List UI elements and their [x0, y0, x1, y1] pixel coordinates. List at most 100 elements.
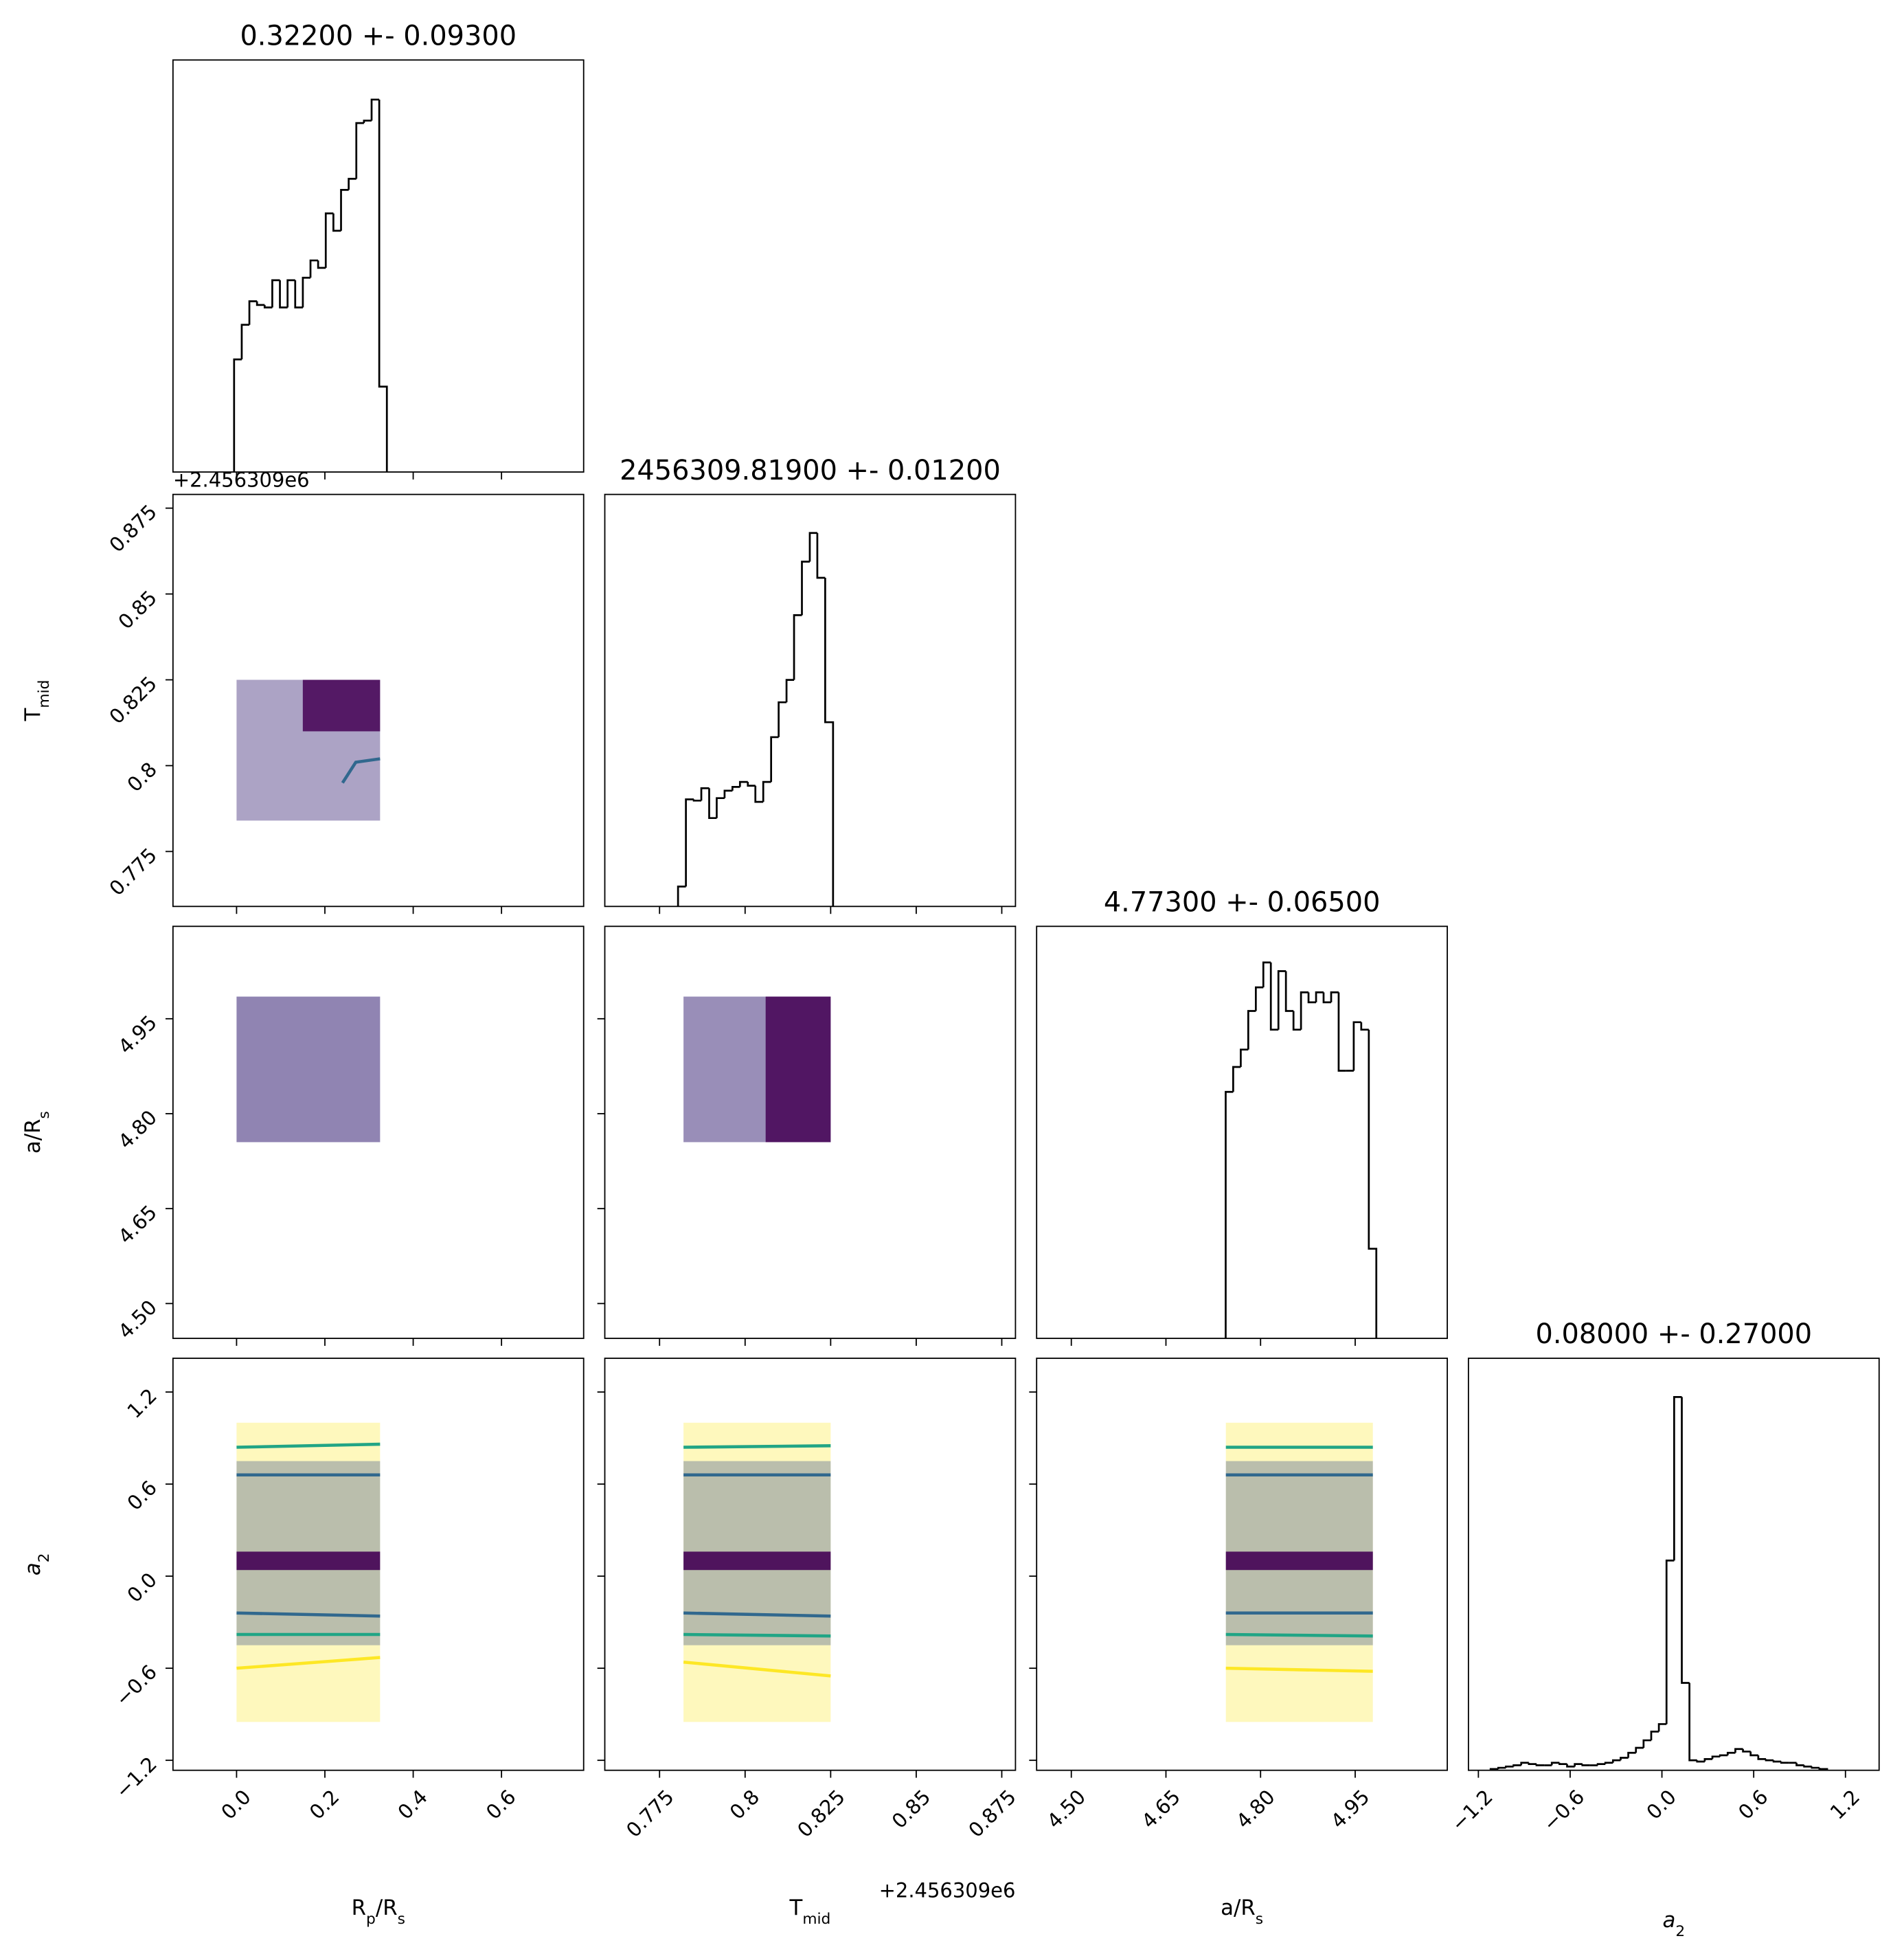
- histogram-bin: [263, 304, 273, 308]
- axis-label-part: s: [398, 1910, 405, 1927]
- contour-line: [341, 757, 381, 784]
- axis-label: Tmid: [21, 680, 53, 722]
- axis-label-part: 2: [1675, 1922, 1685, 1940]
- histogram-bin: [363, 120, 372, 124]
- histogram-bin: [271, 279, 280, 308]
- axis-label-part: T: [21, 708, 45, 721]
- histogram-bin: [1734, 1748, 1743, 1753]
- panel-frame: [604, 1358, 1017, 1771]
- axis-label: a2: [1662, 1908, 1685, 1940]
- axis-label-part: a: [21, 1562, 45, 1575]
- histogram-bin: [1742, 1749, 1751, 1753]
- axis-label: Rp/Rs: [352, 1896, 405, 1928]
- contour-line: [236, 1442, 381, 1449]
- histogram-bin: [723, 789, 733, 798]
- histogram-bin: [302, 276, 311, 308]
- histogram-bin: [256, 301, 265, 306]
- histogram-bin: [1772, 1760, 1782, 1763]
- histogram-bin: [1535, 1764, 1545, 1766]
- panel-frame: [172, 1358, 585, 1771]
- histogram-bin: [1360, 1022, 1369, 1031]
- axis-label: a/Rs: [1221, 1896, 1263, 1928]
- histogram-bin: [1307, 992, 1317, 1004]
- histogram-bin: [1620, 1757, 1629, 1761]
- histogram-bin: [1232, 1066, 1241, 1092]
- histogram-bin: [1757, 1755, 1766, 1760]
- histogram-bin: [1292, 1011, 1302, 1031]
- axis-label-part: T: [789, 1896, 803, 1920]
- histogram-bin: [1247, 1010, 1256, 1050]
- axis-label-part: mid: [35, 680, 52, 708]
- contour-line: [683, 1660, 831, 1678]
- contour-line: [1225, 1632, 1373, 1638]
- histogram-bin: [1512, 1764, 1521, 1767]
- histogram-bin: [1681, 1397, 1690, 1684]
- panel-frame: [1036, 925, 1448, 1339]
- point-cloud: [236, 1551, 381, 1571]
- scatter-panel: [236, 1422, 381, 1722]
- histogram-bin: [1315, 991, 1324, 1002]
- scatter-panel: [1225, 1422, 1373, 1722]
- histogram-bin: [1726, 1751, 1736, 1755]
- point-cloud: [236, 996, 381, 1143]
- axis-label-part: a/R: [21, 1118, 45, 1154]
- panel-frame: [1467, 1358, 1880, 1771]
- histogram-bin: [1284, 971, 1294, 1012]
- histogram-bin: [1711, 1755, 1721, 1760]
- histogram-bin: [1765, 1759, 1774, 1762]
- contour-line: [683, 1632, 831, 1638]
- histogram-bin: [770, 736, 779, 783]
- panel-frame: [604, 493, 1017, 908]
- axis-label: Tmid: [789, 1896, 831, 1928]
- histogram-bin: [348, 177, 356, 190]
- histogram-bin: [1811, 1766, 1820, 1769]
- histogram-bin: [1703, 1757, 1713, 1762]
- scatter-panel: [683, 996, 831, 1143]
- panel-frame: [1036, 1358, 1448, 1771]
- panel-frame: [172, 925, 585, 1339]
- histogram-bin: [716, 797, 725, 818]
- histogram-bin: [1596, 1763, 1606, 1766]
- scatter-panel: [683, 1422, 831, 1722]
- axis-label-part: a: [1662, 1908, 1675, 1933]
- scatter-panel: [236, 996, 381, 1143]
- histogram-bin: [1262, 961, 1271, 988]
- histogram-bin: [317, 260, 326, 269]
- histogram-bin: [1719, 1754, 1728, 1757]
- histogram-bin: [816, 532, 826, 579]
- axis-label-part: mid: [802, 1910, 830, 1927]
- histogram-bin: [1673, 1395, 1682, 1561]
- scatter-panel: [236, 679, 381, 821]
- histogram-bin: [1352, 1021, 1361, 1071]
- axis-label: a2: [21, 1553, 53, 1575]
- histogram-bin: [1300, 991, 1309, 1030]
- panel-frame: [172, 59, 585, 473]
- point-cloud: [765, 996, 831, 1143]
- histogram-bin: [1330, 991, 1339, 1002]
- axis-label-part: 2: [35, 1553, 52, 1562]
- panel-title: 2456309.81900 +- 0.01200: [620, 455, 1001, 486]
- histogram-bin: [1795, 1762, 1804, 1766]
- histogram-bin: [378, 99, 388, 473]
- histogram-bin: [1627, 1751, 1636, 1758]
- histogram-bin: [1803, 1765, 1812, 1768]
- histogram-bin: [1657, 1723, 1667, 1732]
- panel-title: 0.08000 +- 0.27000: [1536, 1318, 1813, 1350]
- histogram-bin: [1550, 1762, 1560, 1766]
- histogram-bin: [1688, 1683, 1697, 1762]
- histogram-bin: [1650, 1731, 1659, 1741]
- contour-line: [236, 1656, 381, 1670]
- histogram-bin: [1581, 1764, 1590, 1766]
- histogram-bin: [793, 614, 802, 680]
- histogram-bin: [1240, 1048, 1249, 1068]
- histogram-bin: [1337, 992, 1346, 1072]
- axis-label-part: a/R: [1221, 1896, 1256, 1920]
- axis-label-part: p: [366, 1910, 376, 1927]
- histogram-bin: [248, 300, 258, 325]
- panel-title: 0.32200 +- 0.09300: [240, 21, 517, 52]
- histogram-bin: [785, 679, 795, 703]
- histogram-bin: [747, 782, 756, 787]
- histogram-bin: [677, 885, 686, 907]
- axis-label: a/Rs: [21, 1111, 53, 1154]
